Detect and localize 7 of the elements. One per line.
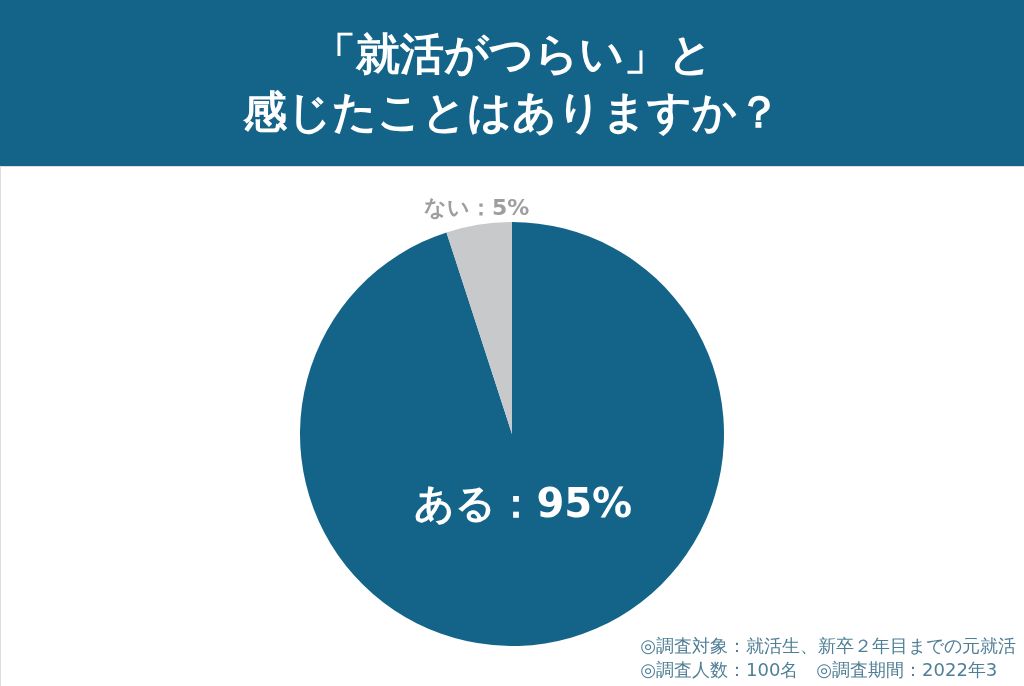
- pie-slice: [446, 222, 512, 434]
- chart-subtitle: 感じたことはありますか？: [243, 85, 781, 139]
- text: ◎調査人数：100名 ◎調査期間：2022年3: [640, 658, 999, 682]
- text: ◎調査対象：就活生、新卒２年目までの元就活: [640, 634, 1016, 658]
- chart-title: 「就活がつらい」と: [310, 27, 714, 81]
- slice-label: ない：5%: [423, 195, 530, 220]
- slice-label: ある：95%: [414, 480, 633, 527]
